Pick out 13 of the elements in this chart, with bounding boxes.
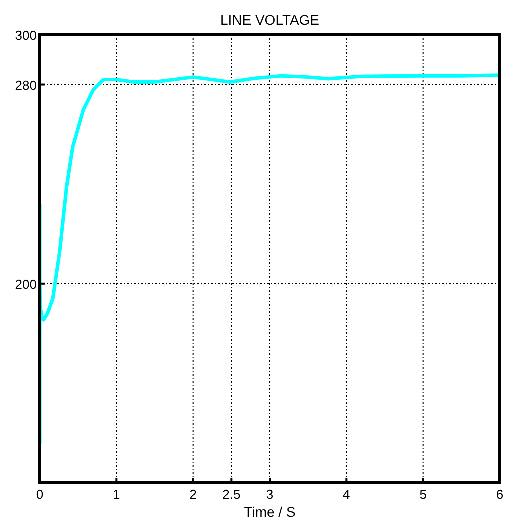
y-tick-label: 200 [15,276,37,292]
x-tick-label: 1 [113,487,120,502]
x-tick-label: 2.5 [222,487,241,502]
y-tick-label: 300 [15,28,37,43]
x-tick-label: 6 [496,487,504,502]
chart-title: LINE VOLTAGE [220,12,320,28]
x-tick-label: 5 [420,487,427,502]
y-tick-label: 280 [15,78,37,93]
x-tick-label: 2 [190,487,197,502]
x-tick-label: 4 [343,487,350,502]
x-axis-title: Time / S [244,504,296,520]
x-tick-label: 0 [36,487,44,502]
x-tick-label: 3 [266,487,274,502]
